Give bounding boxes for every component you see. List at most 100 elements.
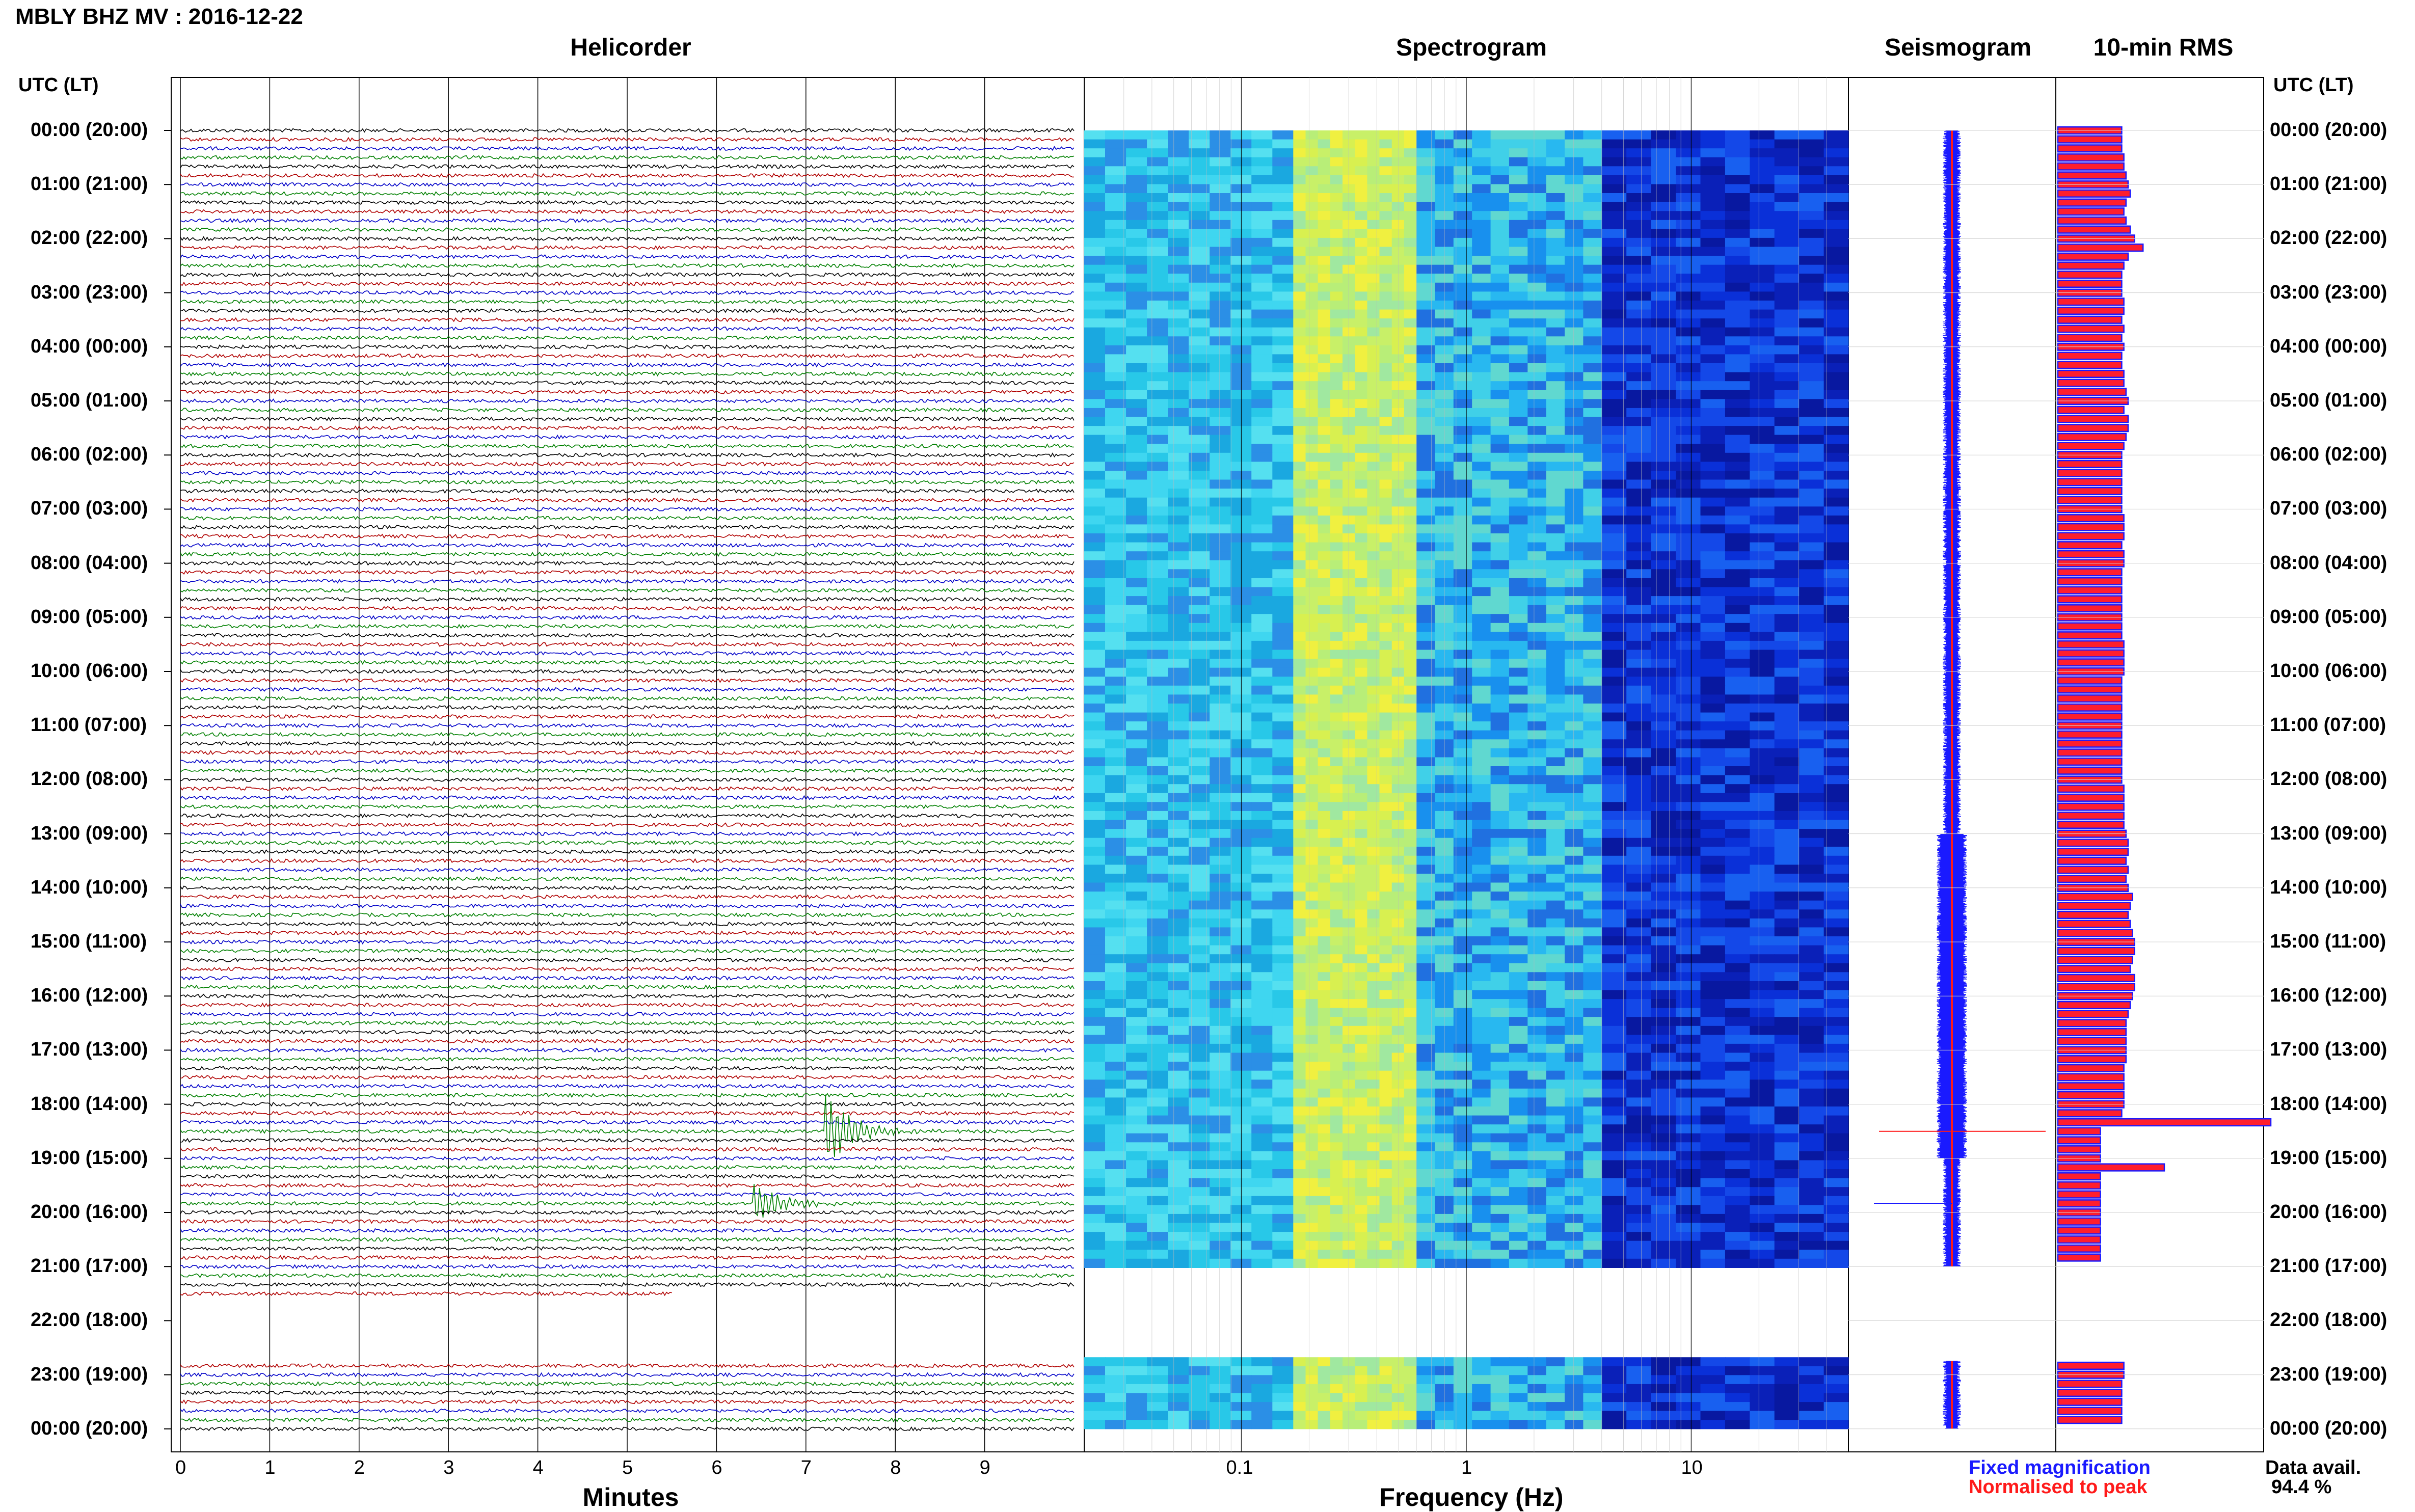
spectrogram-cell — [1168, 381, 1189, 390]
spectrogram-cell — [1318, 892, 1331, 901]
spectrogram-cell — [1583, 587, 1602, 597]
spectrogram-cell — [1454, 901, 1472, 910]
spectrogram-cell — [1565, 202, 1584, 211]
spectrogram-cell — [1491, 444, 1510, 453]
spectrogram-cell — [1701, 641, 1726, 650]
spectrogram-cell — [1330, 516, 1343, 525]
spectrogram-cell — [1404, 560, 1417, 570]
spectrogram-cell — [1626, 1133, 1651, 1143]
spectrogram-cell — [1651, 694, 1676, 704]
spectrogram-cell — [1651, 668, 1676, 677]
spectrogram-cell — [1583, 739, 1602, 748]
spectrogram-cell — [1701, 318, 1726, 328]
spectrogram-cell — [1750, 417, 1775, 426]
spectrogram-cell — [1546, 972, 1565, 981]
spectrogram-cell — [1105, 435, 1126, 444]
spectrogram-cell — [1084, 1116, 1106, 1125]
spectrogram-cell — [1126, 363, 1147, 372]
spectrogram-cell — [1565, 614, 1584, 623]
spectrogram-cell — [1750, 328, 1775, 337]
spectrogram-cell — [1210, 1062, 1231, 1071]
spectrogram-cell — [1701, 972, 1726, 981]
spectrogram-cell — [1272, 981, 1294, 990]
spectrogram-cell — [1147, 202, 1168, 211]
spectrogram-cell — [1509, 1142, 1528, 1151]
spectrogram-cell — [1404, 874, 1417, 883]
spectrogram-cell — [1084, 453, 1106, 462]
spectrogram-cell — [1676, 480, 1701, 489]
spectrogram-cell — [1330, 1026, 1343, 1035]
spectrogram-cell — [1084, 1187, 1106, 1196]
spectrogram-cell — [1472, 578, 1491, 587]
spectrogram-cell — [1147, 578, 1168, 587]
spectrogram-cell — [1306, 981, 1319, 990]
spectrogram-cell — [1168, 659, 1189, 668]
spectrogram-cell — [1676, 820, 1701, 829]
spectrogram-cell — [1701, 802, 1726, 811]
spectrogram-cell — [1404, 435, 1417, 444]
spectrogram-cell — [1210, 363, 1231, 372]
spectrogram-cell — [1676, 533, 1701, 543]
spectrogram-cell — [1799, 919, 1824, 928]
spectrogram-cell — [1491, 1205, 1510, 1214]
spectrogram-cell — [1272, 641, 1294, 650]
spectrogram-cell — [1367, 1196, 1380, 1205]
spectrogram-cell — [1210, 399, 1231, 408]
spectrogram-cell — [1306, 310, 1319, 319]
spectrogram-cell — [1472, 480, 1491, 489]
spectrogram-cell — [1527, 166, 1546, 175]
spectrogram-cell — [1676, 1151, 1701, 1160]
spectrogram-cell — [1293, 1053, 1306, 1062]
spectrogram-cell — [1147, 981, 1168, 990]
spectrogram-cell — [1676, 641, 1701, 650]
spectrogram-cell — [1491, 310, 1510, 319]
spectrogram-cell — [1210, 1133, 1231, 1143]
spectrogram-cell — [1084, 632, 1106, 641]
spectrogram-cell — [1105, 1071, 1126, 1080]
spectrogram-cell — [1509, 668, 1528, 677]
spectrogram-cell — [1272, 408, 1294, 417]
spectrogram-cell — [1602, 569, 1627, 578]
spectrogram-cell — [1454, 256, 1472, 265]
spectrogram-cell — [1416, 1133, 1435, 1143]
spectrogram-cell — [1392, 533, 1405, 543]
spectrogram-cell — [1355, 1044, 1367, 1053]
spectrogram-cell — [1367, 363, 1380, 372]
spectrogram-cell — [1084, 462, 1106, 471]
spectrogram-cell — [1404, 211, 1417, 220]
spectrogram-cell — [1147, 399, 1168, 408]
spectrogram-cell — [1251, 578, 1273, 587]
spectrogram-cell — [1404, 883, 1417, 892]
spectrogram-cell — [1355, 668, 1367, 677]
spectrogram-cell — [1491, 1062, 1510, 1071]
spectrogram-cell — [1509, 883, 1528, 892]
spectrogram-cell — [1380, 1044, 1392, 1053]
spectrogram-cell — [1676, 1196, 1701, 1205]
spectrogram-cell — [1676, 130, 1701, 140]
spectrogram-cell — [1330, 1169, 1343, 1178]
spectrogram-cell — [1272, 990, 1294, 1000]
spectrogram-cell — [1799, 345, 1824, 355]
spectrogram-cell — [1210, 704, 1231, 713]
spectrogram-cell — [1509, 372, 1528, 382]
spectrogram-cell — [1126, 291, 1147, 301]
spectrogram-cell — [1454, 954, 1472, 963]
spectrogram-cell — [1602, 363, 1627, 372]
spectrogram-cell — [1126, 758, 1147, 767]
spectrogram-cell — [1330, 462, 1343, 471]
spectrogram-cell — [1701, 1133, 1726, 1143]
spectrogram-cell — [1210, 990, 1231, 1000]
spectrogram-cell — [1355, 148, 1367, 157]
spectrogram-cell — [1168, 157, 1189, 167]
spectrogram-cell — [1293, 605, 1306, 614]
spectrogram-cell — [1210, 901, 1231, 910]
spectrogram-cell — [1775, 847, 1800, 856]
spectrogram-cell — [1084, 721, 1106, 731]
spectrogram-cell — [1491, 390, 1510, 399]
spectrogram-cell — [1105, 775, 1126, 785]
spectrogram-cell — [1750, 390, 1775, 399]
spectrogram-cell — [1306, 650, 1319, 659]
spectrogram-cell — [1824, 408, 1849, 417]
spectrogram-cell — [1602, 1205, 1627, 1214]
spectrogram-cell — [1318, 954, 1331, 963]
